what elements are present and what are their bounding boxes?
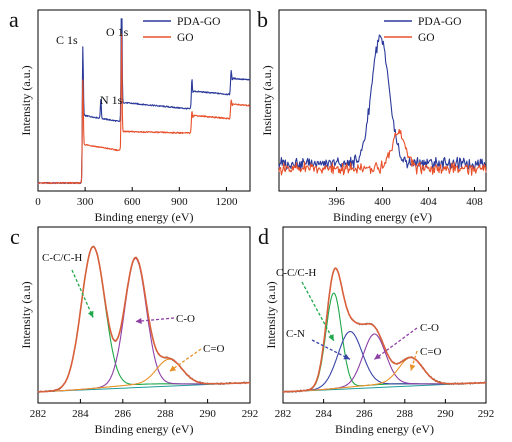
x-tick-label: 0 — [35, 196, 41, 208]
panel-letter: b — [257, 7, 268, 32]
annotation-arrow — [135, 317, 175, 323]
x-tick-label: 1200 — [215, 196, 238, 208]
x-axis-title: Binding energy (eV) — [94, 422, 193, 436]
x-tick-label: 286 — [115, 408, 132, 420]
y-axis-title: Insitenty (a.u.) — [260, 65, 274, 135]
x-tick-label: 282 — [275, 408, 292, 420]
annotation-arrow — [373, 327, 418, 360]
annotation-label: C=O — [203, 343, 225, 355]
plot-frame-d — [282, 226, 487, 404]
x-tick-label: 292 — [478, 408, 495, 420]
x-tick-label: 900 — [171, 196, 188, 208]
annotation-arrowhead — [343, 353, 350, 360]
x-tick-label: 290 — [437, 408, 454, 420]
legend-label: GO — [177, 32, 194, 44]
x-axis-title: Binding energy (eV) — [333, 210, 432, 224]
x-tick-label: 400 — [374, 196, 391, 208]
y-axis-title: Intensity (a.u) — [19, 281, 33, 348]
x-tick-label: 292 — [242, 408, 259, 420]
fit-envelope — [37, 245, 251, 393]
annotation-arrow — [169, 348, 202, 373]
x-tick-label: 600 — [124, 196, 141, 208]
panel-letter: a — [9, 7, 19, 32]
x-tick-label: 284 — [315, 408, 332, 420]
plot-frame-a — [37, 9, 251, 192]
y-axis-title: Intensity (a.u) — [264, 281, 278, 348]
annotation-arrowhead — [374, 353, 381, 360]
annotation-arrowhead — [169, 365, 177, 372]
x-tick-label: 290 — [199, 408, 216, 420]
peak-label: O 1s — [106, 25, 129, 39]
x-tick-label: 286 — [356, 408, 373, 420]
peak-label: N 1s — [100, 93, 123, 107]
annotation-label: C-C/C-H — [276, 267, 316, 279]
x-tick-label: 288 — [397, 408, 414, 420]
x-tick-label: 396 — [328, 196, 345, 208]
annotation-arrowhead — [328, 334, 334, 341]
y-axis-title: Intensity (a.u.) — [19, 65, 33, 135]
peak-label: C 1s — [56, 33, 78, 47]
panel-letter: c — [10, 224, 20, 249]
raw-spectrum — [282, 267, 487, 393]
x-tick-label: 284 — [72, 408, 89, 420]
annotation-label: C-N — [286, 328, 305, 340]
annotation-label: C-O — [176, 313, 195, 325]
annotation-label: C=O — [420, 346, 442, 358]
x-axis-title: Binding energy (eV) — [94, 210, 193, 224]
plot-frame-c — [37, 226, 251, 404]
series-line-pda-go — [278, 34, 487, 171]
component-c-c-c-h — [282, 292, 487, 393]
legend-label: PDA-GO — [418, 16, 461, 28]
annotation-arrow — [301, 281, 335, 342]
annotation-arrowhead — [135, 318, 142, 324]
x-axis-title: Binding energy (eV) — [335, 422, 434, 436]
x-tick-label: 404 — [420, 196, 437, 208]
legend-label: GO — [418, 32, 435, 44]
series-line-go — [37, 33, 251, 185]
annotation-label: C-O — [420, 322, 439, 334]
x-tick-label: 408 — [466, 196, 483, 208]
annotation-arrow — [71, 269, 94, 318]
x-tick-label: 288 — [157, 408, 174, 420]
x-tick-label: 300 — [77, 196, 94, 208]
annotation-label: C-C/C-H — [42, 252, 82, 264]
panel-letter: d — [258, 224, 269, 249]
series-line-go — [278, 128, 487, 176]
annotation-arrowhead — [409, 364, 416, 371]
x-tick-label: 282 — [30, 408, 47, 420]
fit-envelope — [282, 267, 487, 393]
legend-label: PDA-GO — [177, 16, 220, 28]
annotation-arrow — [311, 339, 351, 360]
annotation-arrowhead — [87, 310, 94, 318]
